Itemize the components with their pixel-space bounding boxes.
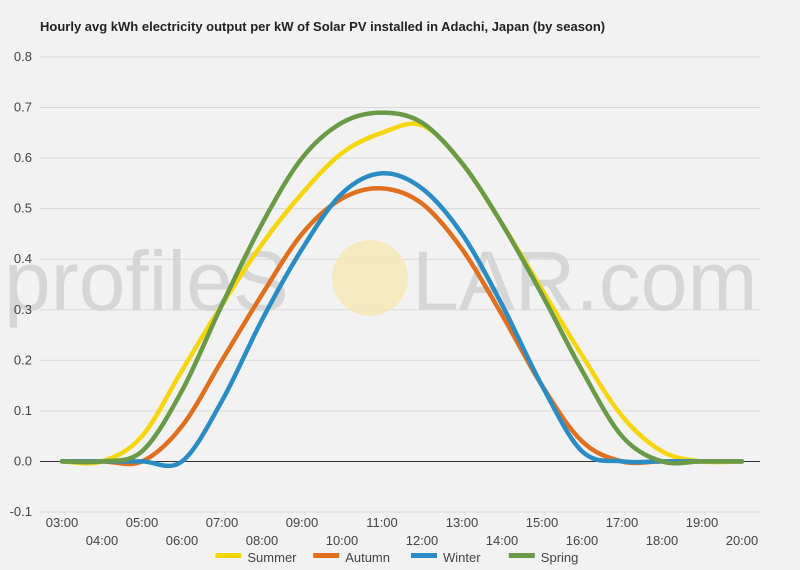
legend-label-spring: Spring	[541, 550, 579, 565]
legend-label-autumn: Autumn	[345, 550, 390, 565]
x-tick-label: 18:00	[646, 533, 679, 548]
x-tick-label: 03:00	[46, 515, 79, 530]
watermark-text-left: profileS	[4, 234, 289, 328]
y-tick-label: 0.1	[14, 403, 32, 418]
legend-swatch-summer	[215, 553, 242, 558]
chart-title: Hourly avg kWh electricity output per kW…	[40, 19, 606, 34]
x-tick-label: 17:00	[606, 515, 639, 530]
watermark-sun-icon	[332, 240, 408, 316]
y-tick-label: 0.4	[14, 251, 32, 266]
legend-label-summer: Summer	[247, 550, 297, 565]
series-line-spring	[59, 110, 745, 466]
legend: Summer Autumn Winter Spring	[215, 550, 578, 565]
x-tick-label: 04:00	[86, 533, 119, 548]
x-tick-label: 06:00	[166, 533, 199, 548]
x-tick-label: 12:00	[406, 533, 439, 548]
y-tick-label: 0.6	[14, 150, 32, 165]
y-tick-label: -0.1	[10, 504, 32, 519]
y-tick-label: 0.5	[14, 201, 32, 216]
x-tick-label: 19:00	[686, 515, 719, 530]
legend-swatch-spring	[508, 553, 535, 558]
axes: -0.1 0.0 0.1 0.2 0.3 0.4 0.5 0.6 0.7 0.8 03:00 04:0…	[10, 49, 760, 548]
y-tick-label: 0.8	[14, 49, 32, 64]
series-line-winter	[59, 171, 745, 469]
x-tick-label: 08:00	[246, 533, 279, 548]
x-tick-label: 16:00	[566, 533, 599, 548]
x-tick-label: 15:00	[526, 515, 559, 530]
legend-swatch-winter	[411, 553, 437, 558]
legend-swatch-autumn	[313, 553, 340, 558]
y-tick-label: 0.7	[14, 100, 32, 115]
x-tick-label: 09:00	[286, 515, 319, 530]
x-tick-label: 11:00	[366, 515, 398, 530]
y-tick-label: 0.2	[14, 352, 32, 367]
watermark: profileS LAR.com	[4, 234, 757, 328]
legend-label-winter: Winter	[443, 550, 481, 565]
x-tick-label: 07:00	[206, 515, 239, 530]
y-tick-label: 0.3	[14, 302, 32, 317]
x-tick-label: 13:00	[446, 515, 479, 530]
x-tick-label: 14:00	[486, 533, 519, 548]
x-tick-label: 10:00	[326, 533, 359, 548]
series-lines	[59, 110, 745, 469]
x-tick-label: 20:00	[726, 533, 759, 548]
x-tick-label: 05:00	[126, 515, 159, 530]
series-line-summer	[59, 121, 745, 466]
y-tick-label: 0.0	[14, 453, 32, 468]
